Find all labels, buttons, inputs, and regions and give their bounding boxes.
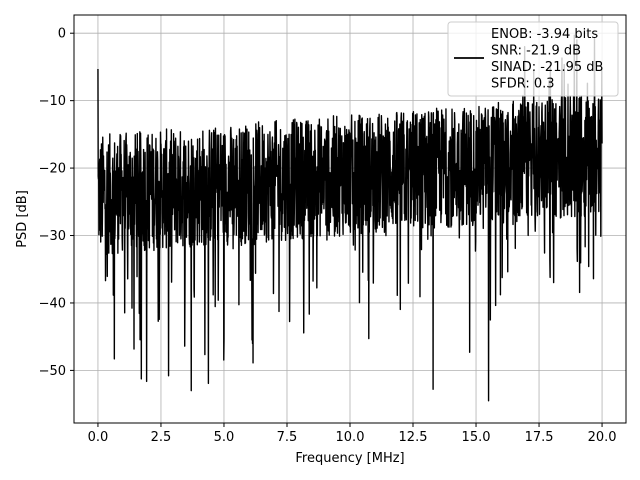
x-tick-label: 5.0 — [214, 430, 235, 445]
x-tick-label: 10.0 — [336, 430, 365, 445]
legend-line-enob: ENOB: -3.94 bits — [491, 27, 598, 42]
data-layer — [97, 34, 603, 402]
psd-series-line — [97, 34, 603, 402]
x-tick-label: 12.5 — [399, 430, 428, 445]
y-axis-title: PSD [dB] — [15, 190, 30, 248]
y-tick-label: −50 — [39, 364, 66, 379]
legend-box — [447, 21, 619, 97]
x-tick-label: 7.5 — [277, 430, 298, 445]
legend-line-sinad: SINAD: -21.95 dB — [491, 60, 603, 75]
x-tick-label: 17.5 — [525, 430, 554, 445]
x-tick-label: 20.0 — [588, 430, 617, 445]
y-tick-label: 0 — [58, 27, 66, 42]
legend: ENOB: -3.94 bits SNR: -21.9 dB SINAD: -2… — [447, 21, 619, 97]
y-tick-label: −20 — [39, 162, 66, 177]
y-tick-label: −30 — [39, 229, 66, 244]
x-tick-label: 0.0 — [88, 430, 109, 445]
x-tick-label: 15.0 — [462, 430, 491, 445]
tick-layer: 0.0 2.5 5.0 7.5 10.0 12.5 15.0 17.5 20.0 0 −10 −20 −… — [39, 27, 617, 445]
legend-line-snr: SNR: -21.9 dB — [491, 44, 581, 59]
legend-line-sfdr: SFDR: 0.3 — [491, 77, 555, 92]
x-tick-label: 2.5 — [151, 430, 172, 445]
x-axis-title: Frequency [MHz] — [295, 451, 404, 466]
y-tick-label: −10 — [39, 94, 66, 109]
y-tick-label: −40 — [39, 296, 66, 311]
